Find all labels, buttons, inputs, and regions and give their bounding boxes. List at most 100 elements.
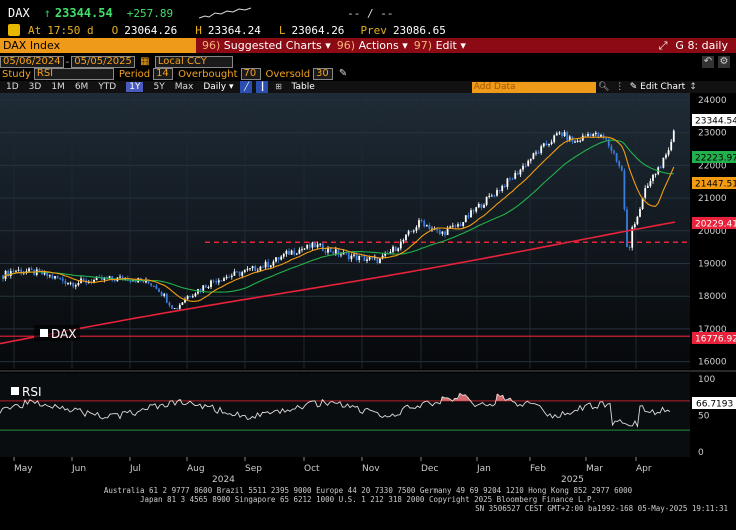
candle-body — [373, 257, 376, 259]
candle-body — [204, 285, 207, 288]
oversold-input[interactable]: 30 — [313, 68, 334, 80]
quote-header: DAX ↑ 23344.54 +257.89 -- / -- — [0, 4, 736, 22]
month-label: Aug — [187, 464, 205, 474]
price-tick: 18000 — [698, 292, 727, 302]
table-button[interactable]: Table — [291, 82, 315, 92]
candle-body — [667, 150, 670, 155]
rsi-tick: 0 — [698, 448, 704, 458]
candle-body — [158, 288, 160, 293]
period-input[interactable]: 14 — [153, 68, 174, 80]
period-button-ytd[interactable]: YTD — [98, 82, 117, 92]
price-tick: 20000 — [698, 227, 727, 237]
candle-icon[interactable]: ┃ — [256, 81, 269, 93]
price-tick: 16000 — [698, 358, 727, 368]
settings-icon[interactable]: ⚙ — [718, 56, 730, 68]
candle-body — [511, 178, 514, 180]
rsi-line — [0, 392, 671, 429]
candle-body — [347, 253, 350, 260]
sparkline-icon — [199, 7, 252, 19]
candle-body — [251, 266, 254, 269]
study-label: Study — [2, 68, 31, 80]
candle-body — [558, 132, 561, 134]
candle-body — [100, 276, 103, 280]
candle-body — [503, 185, 506, 188]
line-chart-icon[interactable]: ╱ — [240, 81, 253, 93]
candle-body — [295, 253, 298, 255]
candle-body — [194, 293, 197, 297]
candle-body — [254, 266, 257, 271]
table-icon[interactable]: ⊞ — [275, 82, 282, 91]
candle-body — [587, 134, 589, 136]
undo-icon[interactable]: ↶ — [702, 56, 714, 68]
more-icon[interactable]: ⋮ — [615, 82, 625, 92]
candle-body — [628, 247, 631, 249]
candle-body — [555, 133, 558, 136]
edit-chart-button[interactable]: ✎ Edit Chart — [629, 82, 686, 92]
rsi-panel-bg — [0, 373, 690, 457]
currency-select[interactable]: Local CCY — [154, 56, 233, 68]
month-label: Sep — [245, 464, 262, 474]
candle-body — [464, 215, 467, 222]
candle-body — [477, 204, 480, 208]
candle-body — [168, 302, 171, 306]
candle-body — [412, 230, 415, 232]
candle-body — [7, 270, 10, 276]
calendar-icon[interactable]: ▦ — [140, 56, 150, 67]
add-data-input[interactable]: Add Data — [471, 81, 596, 93]
search-icon[interactable]: 🔍︎ — [598, 82, 610, 92]
candle-body — [301, 249, 303, 251]
month-label: Oct — [304, 464, 320, 474]
price-axis: 24000 23000 22000 21000 20000 19000 18000 17000… — [698, 96, 727, 368]
dash: - — [65, 56, 70, 68]
candle-body — [293, 250, 296, 255]
candle-body — [610, 146, 613, 151]
candle-body — [285, 250, 288, 255]
period-button-1y[interactable]: 1Y — [126, 82, 144, 92]
candle-body — [233, 271, 236, 276]
candle-body — [355, 254, 358, 260]
study-select[interactable]: RSI — [33, 68, 114, 80]
interval-select[interactable]: Daily ▾ — [203, 82, 234, 92]
candle-body — [236, 271, 238, 273]
menu-suggested-charts[interactable]: 96) Suggested Charts ▾ — [202, 39, 331, 52]
candle-body — [155, 285, 158, 289]
candle-body — [501, 185, 504, 191]
period-button-max[interactable]: Max — [174, 82, 194, 92]
chart-menu-icon[interactable]: ↕ — [689, 82, 697, 92]
period-button-5y[interactable]: 5Y — [153, 82, 165, 92]
candle-body — [480, 204, 483, 208]
candle-body — [654, 173, 657, 175]
price-chart[interactable]: 24000 23000 22000 21000 20000 19000 18000 17000… — [0, 93, 736, 485]
end-date-input[interactable]: 05/05/2025 — [71, 56, 135, 68]
candle-body — [405, 234, 407, 241]
candle-body — [259, 266, 262, 271]
month-label: Nov — [362, 464, 380, 474]
period-button-1d[interactable]: 1D — [6, 82, 19, 92]
start-date-input[interactable]: 05/06/2024 — [0, 56, 64, 68]
candle-body — [537, 152, 540, 154]
candle-body — [425, 224, 428, 227]
menu-actions[interactable]: 96) Actions ▾ — [337, 39, 408, 52]
period-button-3d[interactable]: 3D — [28, 82, 42, 92]
period-button-1m[interactable]: 1M — [51, 82, 65, 92]
low-value: 23064.26 — [291, 23, 345, 37]
chart-type-icon[interactable] — [8, 24, 20, 36]
candle-body — [389, 251, 392, 254]
candle-body — [607, 139, 610, 147]
price-badge-bg — [692, 114, 736, 126]
security-title[interactable]: DAX Index — [0, 38, 196, 53]
candle-body — [321, 243, 324, 251]
candle-body — [256, 270, 259, 272]
pencil-icon[interactable]: ✎ — [338, 68, 348, 79]
expand-icon[interactable]: ⤢ — [658, 38, 668, 52]
candle-body — [217, 280, 220, 283]
overbought-input[interactable]: 70 — [240, 68, 261, 80]
period-button-6m[interactable]: 6M — [74, 82, 89, 92]
candle-body — [230, 275, 233, 278]
open-value: 23064.26 — [124, 23, 178, 37]
candle-body — [506, 178, 509, 188]
grid — [0, 93, 690, 369]
candle-body — [2, 275, 4, 279]
candle-body — [54, 276, 56, 279]
menu-edit[interactable]: 97) Edit ▾ — [414, 39, 466, 52]
